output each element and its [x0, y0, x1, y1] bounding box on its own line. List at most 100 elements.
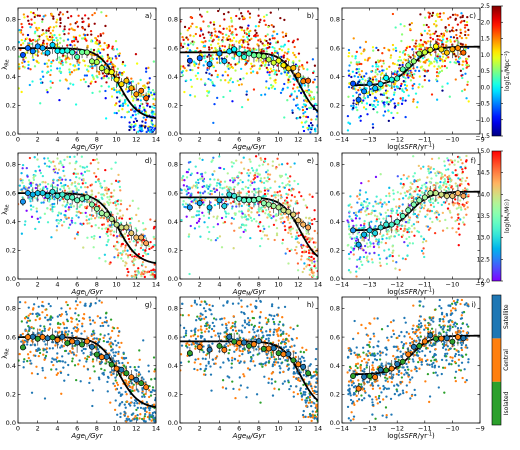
scatter-point [230, 161, 233, 164]
scatter-point [26, 15, 29, 18]
scatter-point [376, 59, 380, 62]
scatter-point [234, 213, 237, 216]
scatter-point [143, 234, 146, 238]
scatter-point [418, 69, 421, 73]
scatter-point [282, 35, 285, 39]
scatter-point [397, 102, 400, 105]
scatter-point [139, 406, 143, 410]
scatter-point [287, 78, 290, 82]
scatter-point [77, 188, 80, 192]
scatter-point [137, 220, 141, 223]
scatter-point [203, 56, 206, 60]
scatter-point [393, 91, 396, 94]
scatter-point [47, 182, 50, 186]
scatter-point [70, 320, 73, 323]
scatter-point [370, 90, 373, 93]
scatter-point [86, 236, 89, 239]
scatter-point [392, 189, 395, 192]
scatter-point [27, 314, 30, 317]
scatter-point [82, 20, 85, 23]
scatter-point [231, 66, 235, 70]
scatter-point [229, 16, 233, 20]
scatter-point [247, 186, 250, 190]
scatter-point [366, 113, 369, 116]
x-tick-label: 14 [152, 136, 160, 144]
scatter-point [53, 205, 56, 208]
scatter-point [269, 186, 272, 190]
scatter-point [33, 21, 36, 25]
mean-marker [432, 190, 439, 197]
mean-marker [113, 221, 120, 228]
x-tick-label: 8 [257, 281, 261, 289]
scatter-point [127, 237, 131, 241]
mean-marker [246, 197, 252, 204]
scatter-point [403, 240, 406, 244]
scatter-point [375, 63, 378, 66]
scatter-point [311, 124, 314, 127]
scatter-point [25, 37, 28, 40]
scatter-point [270, 194, 273, 198]
scatter-point [422, 68, 425, 71]
scatter-point [393, 88, 397, 91]
scatter-point [100, 48, 104, 51]
scatter-point [70, 183, 73, 186]
scatter-point [348, 210, 351, 213]
scatter-point [308, 193, 311, 196]
scatter-point [146, 104, 149, 107]
scatter-point [232, 179, 235, 182]
scatter-point [216, 61, 219, 64]
scatter-point [151, 110, 154, 113]
scatter-point [247, 10, 250, 13]
scatter-point [289, 229, 292, 232]
mean-marker [372, 230, 379, 237]
scatter-point [189, 68, 192, 72]
scatter-point [310, 255, 313, 259]
scatter-point [265, 50, 268, 53]
y-tick-label: 0.2 [330, 247, 340, 255]
scatter-point [216, 202, 220, 206]
scatter-point [314, 241, 317, 244]
scatter-point [181, 203, 185, 206]
scatter-point [221, 198, 225, 202]
scatter-point [139, 78, 142, 82]
scatter-point [240, 106, 244, 109]
scatter-point [253, 188, 256, 191]
scatter-point [183, 179, 186, 182]
scatter-point [275, 233, 279, 237]
scatter-point [56, 179, 59, 182]
scatter-point [123, 410, 126, 414]
scatter-point [81, 182, 84, 185]
scatter-point [104, 186, 107, 189]
scatter-point [219, 79, 222, 82]
x-tick-label: 10 [112, 281, 120, 289]
scatter-point [256, 71, 259, 74]
scatter-point [266, 163, 270, 166]
scatter-point [427, 11, 430, 14]
scatter-point [139, 99, 142, 102]
scatter-point [308, 240, 311, 244]
scatter-point [371, 46, 375, 49]
scatter-point [259, 38, 262, 41]
scatter-point [378, 261, 382, 264]
scatter-point [313, 229, 316, 233]
scatter-point [121, 94, 124, 97]
scatter-point [447, 23, 451, 27]
scatter-point [401, 203, 404, 206]
scatter-point [75, 354, 78, 357]
scatter-point [214, 30, 217, 33]
scatter-point [433, 60, 436, 63]
scatter-point [230, 188, 233, 191]
scatter-point [46, 187, 49, 190]
scatter-point [113, 256, 116, 259]
scatter-point [276, 191, 279, 194]
scatter-point [144, 249, 147, 252]
scatter-point [142, 228, 145, 231]
scatter-point [79, 380, 82, 383]
scatter-point [102, 202, 106, 205]
scatter-point [98, 72, 101, 76]
scatter-point [54, 186, 57, 189]
scatter-point [130, 95, 134, 98]
x-tick-label: 6 [75, 281, 79, 289]
scatter-point [367, 238, 370, 242]
scatter-point [289, 165, 292, 169]
